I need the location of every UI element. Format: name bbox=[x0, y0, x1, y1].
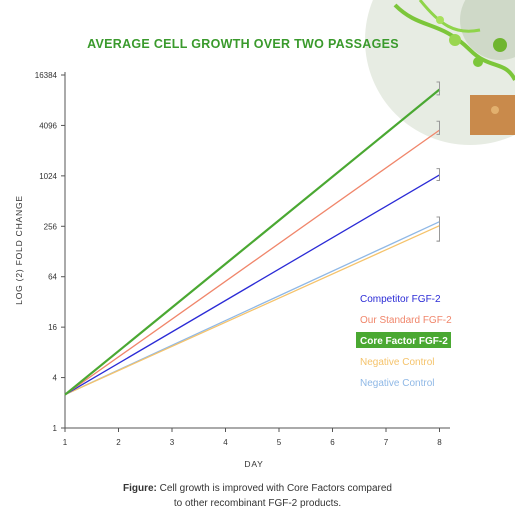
series-line bbox=[64, 174, 440, 396]
caption-line-1: Cell growth is improved with Core Factor… bbox=[159, 483, 392, 494]
x-tick-label: 1 bbox=[63, 438, 68, 447]
x-tick-label: 7 bbox=[384, 438, 389, 447]
legend-highlight-box bbox=[356, 332, 451, 348]
error-bars bbox=[436, 81, 440, 242]
y-tick-label: 64 bbox=[48, 273, 57, 282]
y-ticks: 1 4 16 64 256 1024 4096 16384 bbox=[35, 71, 65, 433]
x-ticks: 1 2 3 4 5 6 7 8 bbox=[63, 428, 442, 447]
y-tick-label: 256 bbox=[44, 222, 58, 231]
x-tick-label: 3 bbox=[170, 438, 175, 447]
error-bar bbox=[436, 168, 440, 182]
series-line bbox=[64, 225, 440, 396]
series-lines bbox=[64, 88, 441, 396]
error-bar bbox=[436, 81, 440, 96]
legend-item-negative-control-orange: Negative Control bbox=[360, 357, 434, 368]
x-tick-label: 6 bbox=[330, 438, 335, 447]
series-line bbox=[64, 129, 440, 396]
y-tick-label: 1024 bbox=[39, 172, 57, 181]
y-tick-label: 4096 bbox=[39, 121, 57, 130]
y-tick-label: 1 bbox=[53, 424, 58, 433]
x-tick-label: 2 bbox=[116, 438, 121, 447]
x-tick-label: 4 bbox=[223, 438, 228, 447]
corner-photo bbox=[365, 0, 515, 145]
y-tick-label: 16 bbox=[48, 323, 57, 332]
chart-title: AVERAGE CELL GROWTH OVER TWO PASSAGES bbox=[87, 37, 399, 51]
error-bar bbox=[436, 120, 440, 135]
legend-item-competitor: Competitor FGF-2 bbox=[360, 294, 441, 305]
series-line bbox=[64, 88, 441, 396]
y-tick-label: 16384 bbox=[35, 71, 58, 80]
legend: Competitor FGF-2 Our Standard FGF-2 Core… bbox=[356, 294, 452, 389]
caption-label: Figure: bbox=[123, 483, 157, 494]
legend-item-standard: Our Standard FGF-2 bbox=[360, 315, 452, 326]
x-tick-label: 5 bbox=[277, 438, 282, 447]
figure-caption: Figure: Cell growth is improved with Cor… bbox=[0, 481, 515, 511]
error-bar bbox=[436, 216, 440, 242]
x-axis-label: DAY bbox=[244, 459, 263, 469]
caption-line-2: to other recombinant FGF-2 products. bbox=[173, 498, 342, 509]
y-tick-label: 4 bbox=[53, 374, 58, 383]
x-tick-label: 8 bbox=[437, 438, 442, 447]
legend-item-negative-control-blue: Negative Control bbox=[360, 378, 434, 389]
legend-item-core-factor: Core Factor FGF-2 bbox=[360, 336, 448, 347]
y-axis-label: LOG (2) FOLD CHANGE bbox=[14, 195, 24, 305]
